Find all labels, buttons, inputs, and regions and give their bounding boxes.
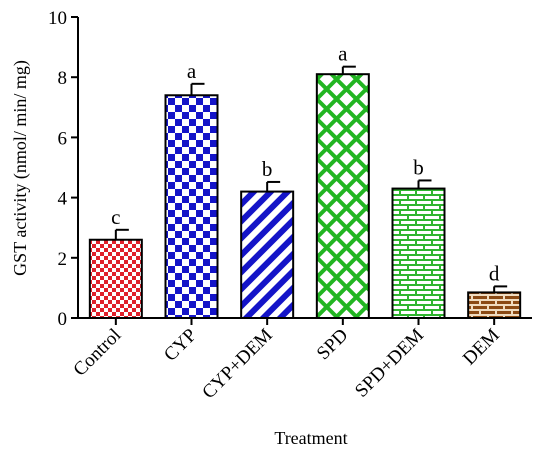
category-label: Control	[69, 325, 125, 381]
bar-spd	[315, 73, 370, 319]
significance-letter: b	[413, 155, 424, 179]
y-axis: 0 2 4 6 8 10	[48, 8, 79, 330]
significance-letter: b	[262, 157, 273, 181]
significance-letter: a	[187, 59, 197, 83]
category-label: SPD	[313, 325, 352, 364]
category-label: CYP+DEM	[198, 325, 276, 403]
y-tick-label: 8	[58, 68, 68, 89]
category-label: CYP	[160, 325, 201, 366]
bar-cyp-dem	[240, 190, 295, 319]
bar-cyp	[164, 94, 219, 320]
bars-layer: c a b a b d	[88, 42, 522, 320]
y-tick-label: 4	[58, 189, 68, 210]
significance-letter: a	[338, 42, 348, 66]
bar-spd-dem	[391, 187, 446, 319]
category-label: SPD+DEM	[351, 325, 428, 402]
y-tick-label: 6	[58, 128, 68, 149]
y-tick-label: 2	[58, 249, 68, 270]
y-axis-title: GST activity (nmol/ min/ mg)	[10, 60, 31, 276]
bar-dem	[467, 291, 522, 320]
significance-letter: c	[111, 205, 120, 229]
bar-control	[88, 238, 143, 320]
significance-letter: d	[489, 261, 500, 285]
x-axis-title: Treatment	[274, 428, 347, 448]
y-tick-label: 0	[58, 309, 68, 330]
category-label: DEM	[459, 325, 504, 370]
y-tick-label: 10	[48, 8, 67, 29]
